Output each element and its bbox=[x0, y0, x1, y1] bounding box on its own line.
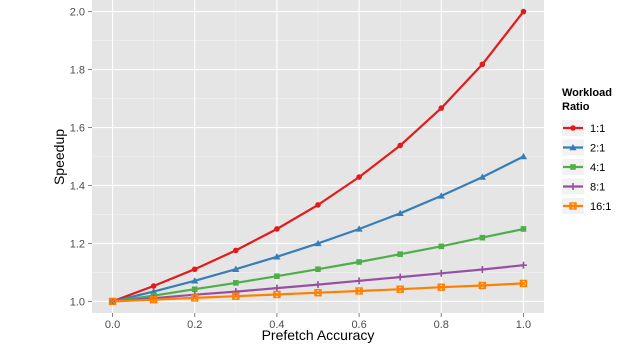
data-point-2-1 bbox=[396, 209, 404, 217]
data-point-2-1 bbox=[314, 239, 322, 247]
data-point-1-1 bbox=[356, 174, 362, 180]
legend-title-line-2: Ratio bbox=[562, 101, 590, 113]
data-point-2-1 bbox=[150, 287, 158, 295]
y-tick-label: 1.4 bbox=[70, 180, 85, 192]
data-point-4-1 bbox=[315, 266, 321, 273]
grid-minor bbox=[92, 0, 544, 313]
data-point-1-1 bbox=[397, 142, 403, 149]
data-point-2-1 bbox=[437, 192, 445, 199]
y-tick-label: 1.6 bbox=[70, 123, 85, 135]
data-point-16-1 bbox=[355, 287, 363, 295]
data-point-1-1 bbox=[191, 266, 198, 273]
data-point-8-1 bbox=[519, 261, 527, 269]
x-axis-title: Prefetch Accuracy bbox=[262, 327, 375, 343]
x-axis-ticks: 0.0 0.2 0.4 0.6 0.8 1.0 bbox=[105, 313, 531, 331]
x-tick-label: 0.4 bbox=[269, 319, 284, 331]
data-point-16-1 bbox=[396, 285, 404, 293]
x-tick-label: 0.6 bbox=[351, 319, 366, 331]
data-point-16-1 bbox=[519, 279, 528, 288]
data-point-4-1 bbox=[274, 273, 280, 279]
y-tick-label: 1.8 bbox=[70, 65, 85, 77]
y-tick-label: 1.0 bbox=[70, 296, 85, 308]
y-tick-label: 1.2 bbox=[70, 238, 85, 250]
data-point-8-1 bbox=[396, 273, 404, 281]
legend-key-marker bbox=[570, 125, 576, 131]
data-point-2-1 bbox=[519, 152, 528, 160]
data-point-16-1 bbox=[149, 295, 158, 304]
data-point-16-1 bbox=[437, 283, 445, 291]
data-point-1-1 bbox=[315, 202, 321, 208]
x-tick-label: 0.0 bbox=[105, 319, 120, 331]
data-point-8-1 bbox=[437, 269, 445, 277]
data-point-8-1 bbox=[355, 277, 363, 285]
data-point-1-1 bbox=[274, 226, 280, 232]
data-point-16-1 bbox=[108, 297, 117, 306]
y-tick-label: 2.0 bbox=[70, 7, 85, 19]
data-point-16-1 bbox=[191, 294, 199, 302]
legend-key-marker bbox=[569, 202, 577, 210]
data-point-2-1 bbox=[191, 277, 199, 284]
data-point-2-1 bbox=[355, 225, 363, 232]
data-point-1-1 bbox=[479, 61, 486, 68]
legend-label: 2:1 bbox=[590, 143, 605, 155]
legend-item-4-1: 4:1 bbox=[562, 159, 605, 175]
data-point-1-1 bbox=[150, 283, 157, 289]
x-tick-label: 1.0 bbox=[516, 319, 531, 331]
legend-label: 16:1 bbox=[590, 201, 611, 213]
data-point-4-1 bbox=[397, 251, 403, 257]
legend-label: 4:1 bbox=[590, 162, 605, 174]
legend-key-marker bbox=[569, 143, 577, 151]
data-point-4-1 bbox=[438, 243, 445, 250]
data-point-8-1 bbox=[273, 284, 281, 292]
data-point-1-1 bbox=[233, 247, 239, 254]
data-point-16-1 bbox=[478, 281, 487, 290]
data-point-1-1 bbox=[520, 8, 527, 15]
data-point-4-1 bbox=[356, 259, 362, 265]
data-point-4-1 bbox=[233, 280, 239, 286]
legend-item-8-1: 8:1 bbox=[562, 178, 605, 195]
data-point-2-1 bbox=[273, 253, 281, 260]
data-point-2-1 bbox=[478, 173, 486, 180]
data-point-16-1 bbox=[314, 289, 322, 297]
y-axis-ticks: 1.0 1.2 1.4 1.6 1.8 2.0 bbox=[70, 7, 92, 308]
data-point-8-1 bbox=[314, 281, 322, 289]
data-point-16-1 bbox=[273, 290, 281, 299]
x-tick-label: 0.2 bbox=[187, 319, 202, 331]
legend-item-2-1: 2:1 bbox=[562, 139, 605, 156]
data-point-2-1 bbox=[232, 265, 240, 272]
legend: Workload Ratio 1:1 2:1 4:1 8:1 16:1 bbox=[562, 87, 612, 214]
data-point-4-1 bbox=[479, 234, 486, 241]
legend-title-line-1: Workload bbox=[562, 87, 612, 99]
legend-label: 1:1 bbox=[590, 123, 605, 135]
data-point-16-1 bbox=[232, 292, 240, 300]
data-point-4-1 bbox=[520, 226, 527, 232]
legend-items: 1:1 2:1 4:1 8:1 16:1 bbox=[562, 120, 611, 214]
legend-item-16-1: 16:1 bbox=[562, 198, 611, 214]
legend-key-marker bbox=[570, 164, 576, 170]
legend-label: 8:1 bbox=[590, 182, 605, 194]
legend-item-1-1: 1:1 bbox=[562, 120, 605, 136]
legend-key-marker bbox=[569, 183, 577, 190]
x-tick-label: 0.8 bbox=[434, 319, 449, 331]
y-axis-title: Speedup bbox=[51, 129, 67, 185]
data-point-8-1 bbox=[478, 266, 486, 274]
series-markers bbox=[108, 8, 528, 306]
data-point-1-1 bbox=[438, 105, 445, 111]
data-point-4-1 bbox=[191, 286, 198, 293]
grid-major bbox=[92, 0, 544, 313]
